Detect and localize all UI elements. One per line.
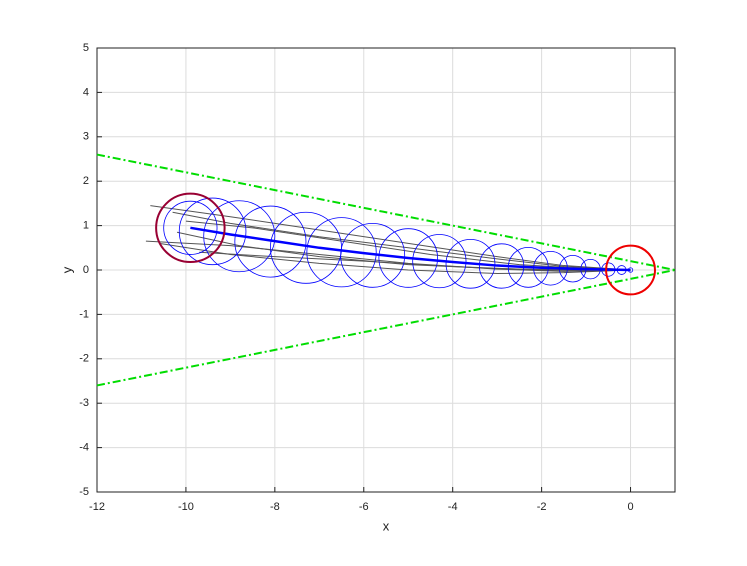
y-tick-label: 4 [83,86,89,98]
uncertainty-circle [478,243,525,289]
uncertainty-circle [306,217,377,288]
x-tick-label: -12 [89,501,105,513]
x-tick-label: -2 [537,501,547,513]
series-line [190,226,631,272]
uncertainty-circle [580,258,601,280]
y-tick-label: -4 [79,442,89,454]
uncertainty-circle [533,250,568,286]
uncertainty-circle [378,228,438,288]
uncertainty-circle [340,222,406,288]
y-tick-label: -5 [79,486,89,498]
uncertainty-circle [605,244,656,296]
uncertainty-circle [234,205,307,278]
uncertainty-circle [559,254,587,283]
uncertainty-circle [412,234,467,289]
uncertainty-circle [155,192,226,264]
y-tick-label: 1 [83,220,89,232]
y-tick-label: -3 [79,397,89,409]
uncertainty-circle [507,246,549,288]
plot-frame [96,47,676,493]
y-axis-label: y [59,266,74,273]
uncertainty-circle [616,265,627,275]
x-tick-label: 0 [627,501,633,513]
uncertainty-circle [178,197,247,266]
y-tick-label: 5 [83,42,89,54]
y-tick-label: 0 [83,264,89,276]
series-line [172,211,631,271]
x-tick-label: -6 [359,501,369,513]
y-tick-label: -1 [79,308,89,320]
y-tick-label: -2 [79,353,89,365]
series-line [96,269,676,387]
uncertainty-circle [627,267,634,273]
uncertainty-circle [601,262,616,277]
uncertainty-circle [203,200,276,273]
uncertainty-circle [163,200,218,255]
y-tick-label: 3 [83,131,89,143]
x-tick-label: -4 [448,501,458,513]
uncertainty-circle [270,211,342,284]
x-tick-label: -10 [178,501,194,513]
y-tick-label: 2 [83,175,89,187]
x-tick-label: -8 [270,501,280,513]
series-line [96,153,676,271]
x-axis-label: x [383,518,390,533]
uncertainty-circle [445,238,496,289]
series-line [150,205,631,271]
